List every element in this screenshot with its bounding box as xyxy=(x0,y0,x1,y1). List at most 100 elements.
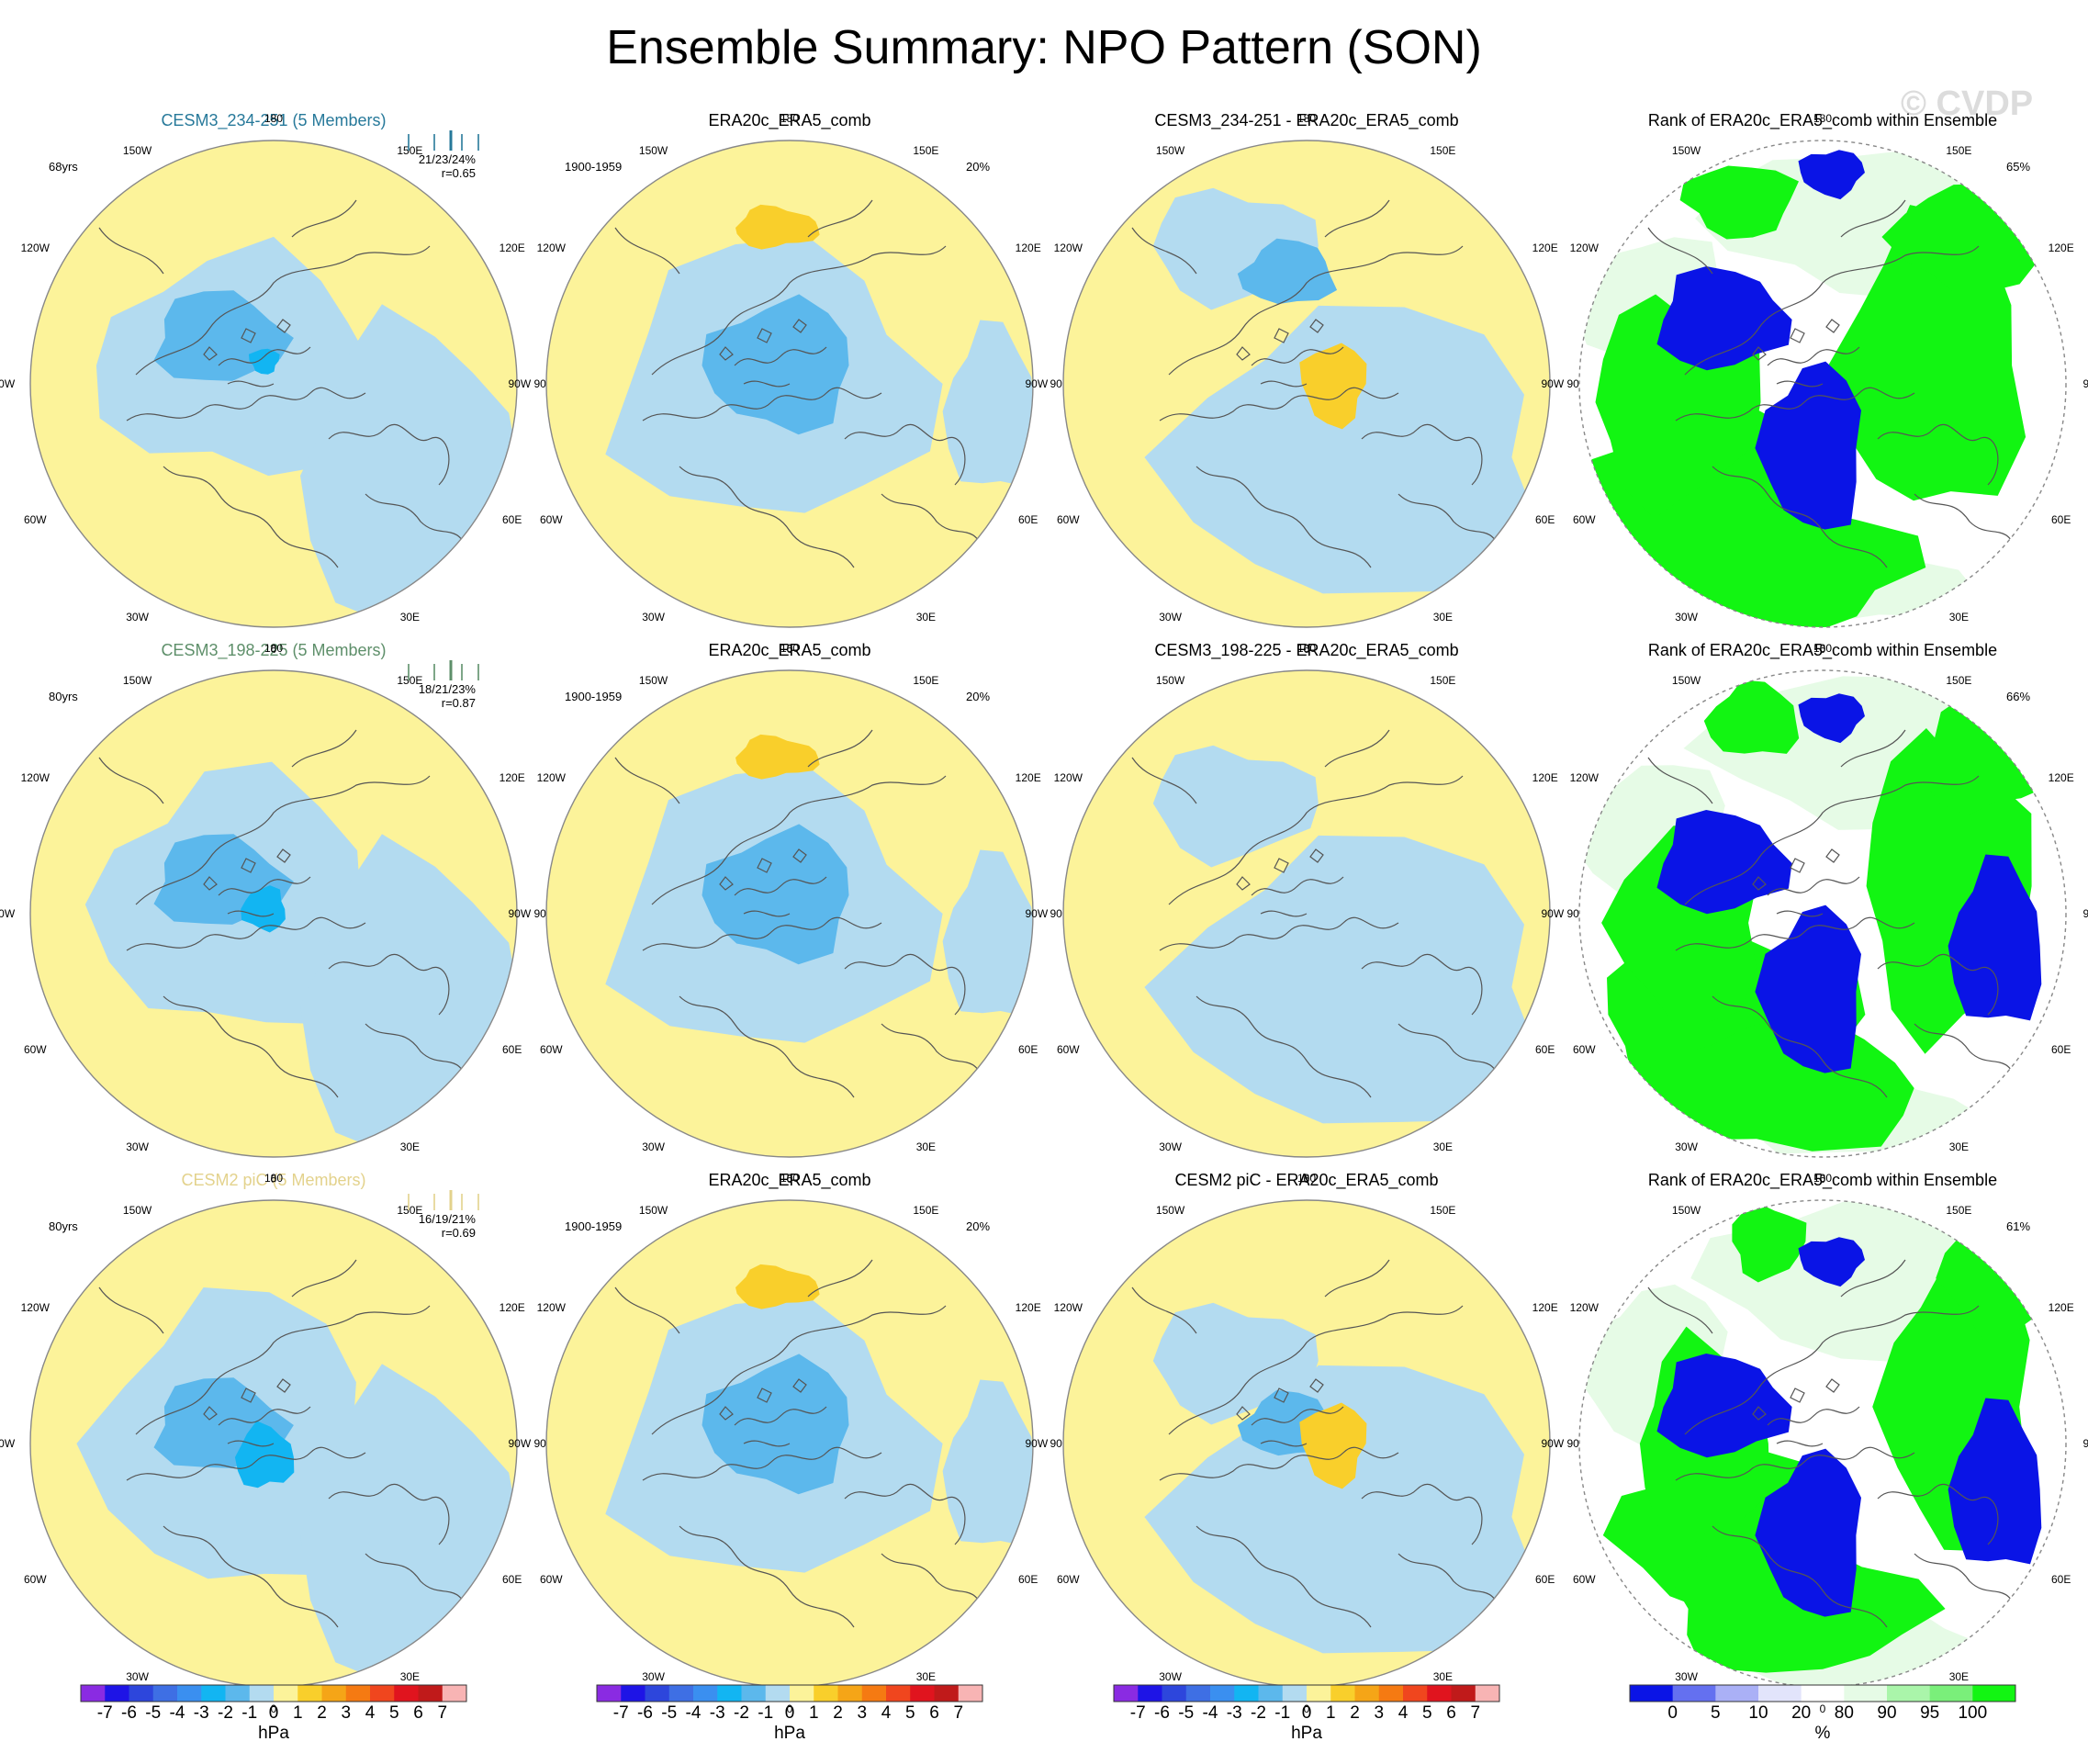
lon-label: 60E xyxy=(1535,1573,1555,1587)
colorbar-tick: 2 xyxy=(833,1703,843,1723)
colorbar-cell xyxy=(1451,1685,1476,1702)
colorbar-tick: -1 xyxy=(1274,1703,1291,1723)
colorbar-tick: -2 xyxy=(1251,1703,1266,1723)
rank-pct: 61% xyxy=(2006,1219,2031,1233)
lon-label: 30E xyxy=(1948,611,1970,624)
panel-title: ERA20c_ERA5_comb xyxy=(708,641,871,659)
lon-label: 0 xyxy=(1303,1702,1310,1715)
colorbar-cell xyxy=(1887,1685,1931,1702)
lon-label: 0 xyxy=(1303,1172,1310,1185)
colorbar-cell xyxy=(249,1685,275,1702)
lon-label: 0 xyxy=(786,642,793,656)
colorbar-unit: % xyxy=(1814,1724,1831,1743)
colorbar-cell xyxy=(693,1685,718,1702)
colorbar-tick: 5 xyxy=(388,1703,399,1723)
lon-label: 0 xyxy=(1303,642,1310,656)
colorbar-tick: -2 xyxy=(218,1703,233,1723)
colorbar-cell xyxy=(1844,1685,1888,1702)
colorbar-cell xyxy=(1972,1685,2016,1702)
lon-label: 90W xyxy=(0,1437,16,1450)
lon-label: 30E xyxy=(399,611,421,624)
panel-title: ERA20c_ERA5_comb xyxy=(708,111,871,129)
lon-label: 90W xyxy=(1025,377,1049,390)
colorbar-tick: 6 xyxy=(413,1703,423,1723)
lon-label: 150E xyxy=(1946,673,1972,687)
colorbar-cell xyxy=(1929,1685,1973,1702)
polar-map xyxy=(1062,140,1551,628)
colorbar-tick: -5 xyxy=(661,1703,678,1723)
lon-label: 120E xyxy=(1532,1300,1558,1314)
colorbar-cell xyxy=(1114,1685,1139,1702)
panel-title: CESM2 piC - ERA20c_ERA5_comb xyxy=(1174,1171,1439,1189)
lon-label: 120E xyxy=(1015,770,1041,784)
lon-label: 120W xyxy=(1569,1300,1599,1314)
lon-label: 120W xyxy=(1569,770,1599,784)
colorbar-cell xyxy=(394,1685,419,1702)
colorbar-tick: -2 xyxy=(734,1703,749,1723)
rank-pct: 65% xyxy=(2006,160,2031,174)
colorbar-cell xyxy=(717,1685,742,1702)
lon-label: 60E xyxy=(2051,1573,2071,1587)
watermark: © CVDP xyxy=(1901,84,2034,123)
lon-label: 60W xyxy=(539,1043,563,1057)
rank-pct: 66% xyxy=(2006,690,2031,703)
lon-label: 90W xyxy=(1541,377,1565,390)
member-spread-bars xyxy=(408,660,479,680)
lon-label: 150W xyxy=(1671,1203,1701,1217)
lon-label: 150E xyxy=(1430,1203,1456,1217)
colorbar-tick: 5 xyxy=(1421,1703,1432,1723)
panel-title: CESM2 piC (5 Members) xyxy=(181,1171,366,1189)
lon-label: 0 xyxy=(270,1172,277,1185)
colorbar-tick: 5 xyxy=(1711,1703,1721,1723)
lon-label: 0 xyxy=(786,1702,793,1715)
lon-label: 30W xyxy=(126,611,149,624)
lon-label: 60E xyxy=(1535,1043,1555,1057)
colorbar-cell xyxy=(1258,1685,1284,1702)
colorbar-tick: -4 xyxy=(1202,1703,1218,1723)
years-label: 80yrs xyxy=(49,690,78,703)
pressure-colorbar xyxy=(1113,1684,1500,1702)
colorbar-cell xyxy=(1715,1685,1759,1702)
polar-map xyxy=(1062,1199,1551,1688)
colorbar-cell xyxy=(814,1685,838,1702)
pct-stats: 18/21/23% xyxy=(418,682,476,696)
colorbar-tick: 4 xyxy=(365,1703,376,1723)
lon-label: 150W xyxy=(122,143,152,157)
lon-label: 60W xyxy=(1056,513,1080,527)
colorbar-cell xyxy=(934,1685,960,1702)
lon-label: 120W xyxy=(1053,241,1083,254)
lon-label: 60E xyxy=(2051,513,2071,527)
lon-label: 90W xyxy=(1025,907,1049,920)
panel-title: CESM3_234-251 (5 Members) xyxy=(161,111,387,129)
colorbar-cell xyxy=(225,1685,251,1702)
obs-period: 1900-1959 xyxy=(565,160,623,174)
lon-label: 30E xyxy=(1432,611,1454,624)
colorbar-tick: 90 xyxy=(1877,1703,1897,1723)
colorbar-tick: 1 xyxy=(808,1703,819,1723)
lon-label: 180 xyxy=(1813,642,1833,656)
lon-label: 150W xyxy=(1671,143,1701,157)
colorbar-cell xyxy=(370,1685,395,1702)
colorbar-tick: 100 xyxy=(1958,1703,1988,1723)
lon-label: 60E xyxy=(2051,1043,2071,1057)
colorbar-tick: 1 xyxy=(1325,1703,1336,1723)
colorbar-unit: hPa xyxy=(1291,1724,1322,1743)
panel-title: CESM3_198-225 (5 Members) xyxy=(161,641,387,659)
obs-pct: 20% xyxy=(966,1219,991,1233)
colorbar-cell xyxy=(621,1685,645,1702)
panel-title: CESM3_234-251 - ERA20c_ERA5_comb xyxy=(1154,111,1459,129)
lon-label: 30E xyxy=(1948,1670,1970,1684)
colorbar-tick: 95 xyxy=(1920,1703,1940,1723)
colorbar-tick: 7 xyxy=(1470,1703,1481,1723)
lon-label: 150W xyxy=(638,143,668,157)
lon-label: 0 xyxy=(1819,1702,1826,1715)
lon-label: 30W xyxy=(1675,611,1698,624)
colorbar-tick: 0 xyxy=(268,1703,279,1723)
lon-label: 60E xyxy=(1018,513,1038,527)
page-title: Ensemble Summary: NPO Pattern (SON) xyxy=(606,21,1482,74)
colorbar-tick: 7 xyxy=(953,1703,964,1723)
polar-map xyxy=(1578,140,2067,628)
lon-label: 60W xyxy=(23,1573,47,1587)
pressure-colorbar xyxy=(596,1684,983,1702)
lon-label: 150E xyxy=(397,1203,423,1217)
